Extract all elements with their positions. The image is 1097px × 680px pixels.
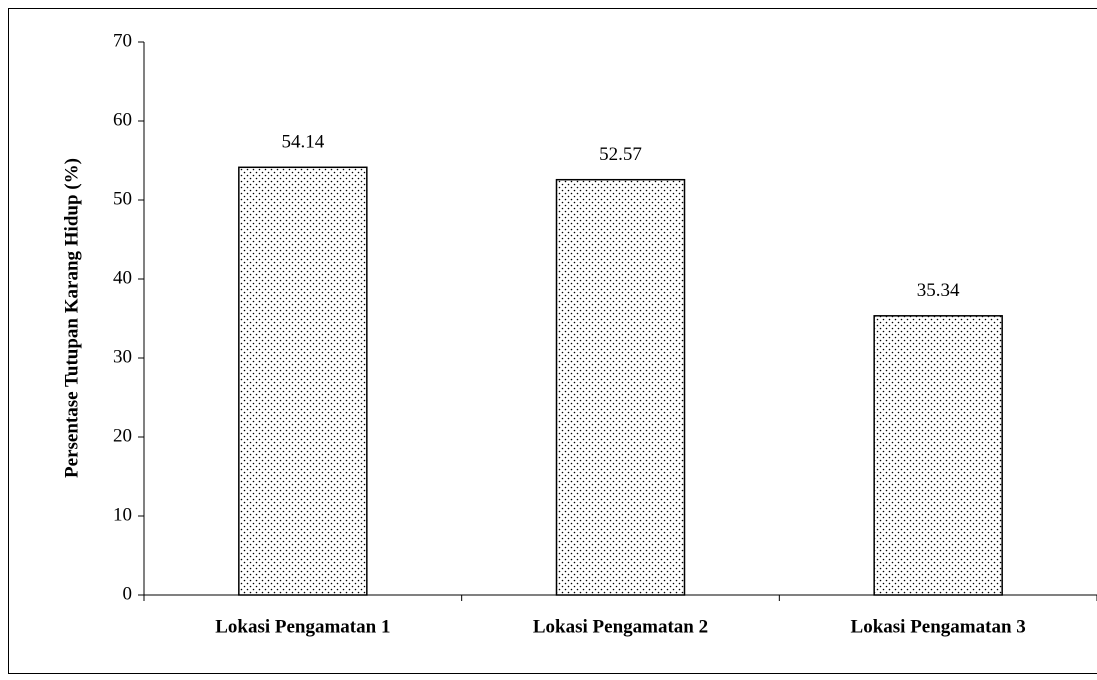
value-label: 52.57	[599, 144, 642, 165]
bar	[555, 178, 686, 596]
y-axis-label: Persentase Tutupan Karang Hidup (%)	[61, 158, 82, 478]
y-tick-label: 10	[113, 504, 132, 525]
x-tick-label: Lokasi Pengamatan 2	[533, 616, 708, 637]
value-label: 54.14	[281, 132, 324, 153]
x-tick-label: Lokasi Pengamatan 1	[215, 616, 390, 637]
frame	[8, 8, 1097, 674]
bar	[873, 315, 1003, 596]
bar	[238, 166, 368, 596]
y-tick-label: 0	[123, 583, 133, 604]
y-tick-label: 70	[113, 30, 132, 51]
x-tick-label: Lokasi Pengamatan 3	[851, 616, 1026, 637]
y-tick-label: 60	[113, 109, 132, 130]
y-tick-label: 30	[113, 346, 132, 367]
y-tick-label: 50	[113, 188, 132, 209]
value-label: 35.34	[917, 280, 960, 301]
y-tick-label: 40	[113, 267, 132, 288]
y-tick-label: 20	[113, 425, 132, 446]
